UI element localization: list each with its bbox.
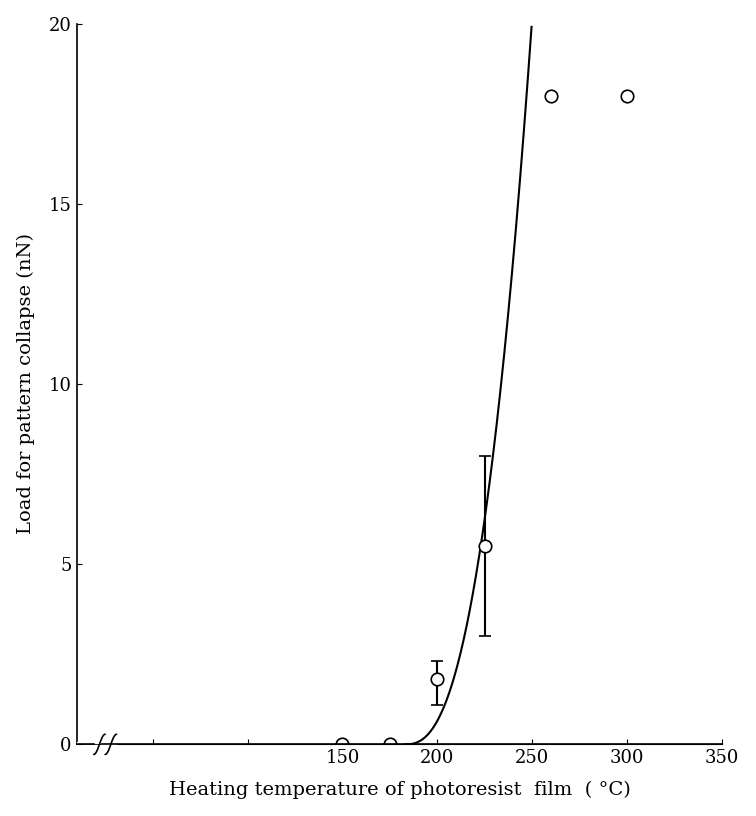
Y-axis label: Load for pattern collapse (nN): Load for pattern collapse (nN) [17,233,35,534]
X-axis label: Heating temperature of photoresist  film  ( °C): Heating temperature of photoresist film … [169,781,631,800]
